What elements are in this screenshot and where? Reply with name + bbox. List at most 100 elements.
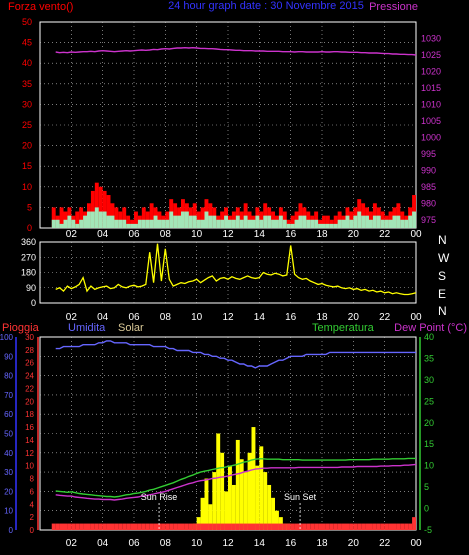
solar-bar xyxy=(271,497,275,530)
temperature-y-tick: 10 xyxy=(424,461,434,471)
wind-panel-x-tick: 08 xyxy=(160,229,172,240)
direction-y-tick: 180 xyxy=(21,268,36,278)
wind-bar xyxy=(122,207,127,228)
rain-y-tick: 20 xyxy=(25,397,34,406)
rain-bar xyxy=(208,523,213,530)
rain-bar xyxy=(329,523,334,530)
wind-bar xyxy=(126,215,131,228)
wind-panel-x-tick: 22 xyxy=(379,229,391,240)
rain-bar xyxy=(94,523,99,530)
rain-bar xyxy=(90,523,95,530)
chart-title: 24 hour graph date : 30 Novembre 2015 xyxy=(168,0,364,12)
wind-avg-bar xyxy=(365,215,369,228)
rain-bar xyxy=(196,523,201,530)
wind-avg-bar xyxy=(278,215,283,228)
rain-bar xyxy=(145,523,150,530)
rain-bar xyxy=(365,523,369,530)
rain-bar xyxy=(200,523,205,530)
wind-avg-bar xyxy=(196,219,201,228)
humidity-y-tick: 0 xyxy=(9,526,14,535)
rain-bar xyxy=(361,523,366,530)
rain-bar xyxy=(188,523,193,530)
rain-bar xyxy=(369,523,373,530)
sun-marker-label: Sun Rise xyxy=(141,492,178,502)
rain-bar xyxy=(333,523,338,530)
wind-avg-bar xyxy=(396,215,401,228)
rain-bar xyxy=(71,523,76,530)
wind-avg-bar xyxy=(79,219,84,228)
direction-panel-x-tick: 08 xyxy=(160,312,172,323)
rain-bar xyxy=(173,523,178,530)
direction-y-tick: 90 xyxy=(26,283,36,293)
wind-avg-bar xyxy=(369,219,373,228)
rain-y-tick: 10 xyxy=(25,462,34,471)
climate-panel-x-tick: 20 xyxy=(348,538,360,549)
humidity-y-tick: 10 xyxy=(4,507,13,516)
rain-bar xyxy=(63,523,68,530)
rain-bar xyxy=(181,523,185,530)
temperature-axis-label: Temperatura xyxy=(312,322,375,334)
humidity-line xyxy=(55,340,416,369)
sun-marker-label: Sun Set xyxy=(284,492,317,502)
wind-bar xyxy=(333,215,338,228)
humidity-y-tick: 100 xyxy=(0,333,14,342)
pressure-y-tick: 1010 xyxy=(421,99,441,109)
wind-y-tick: 25 xyxy=(22,120,32,130)
wind-bar xyxy=(412,195,416,228)
humidity-y-tick: 40 xyxy=(4,449,13,458)
wind-avg-bar xyxy=(384,219,389,228)
rain-bar xyxy=(337,523,342,530)
rain-bar xyxy=(220,523,225,530)
wind-bar xyxy=(114,207,119,228)
wind-avg-bar xyxy=(345,215,350,228)
pressure-y-tick: 985 xyxy=(421,182,436,192)
rain-axis-label: Pioggia xyxy=(2,322,40,334)
rain-bar xyxy=(169,523,174,530)
direction-panel-x-tick: 06 xyxy=(128,312,140,323)
rain-y-tick: 12 xyxy=(25,449,34,458)
rain-bar xyxy=(314,523,319,530)
rain-bar xyxy=(192,523,197,530)
wind-avg-bar xyxy=(388,219,393,228)
rain-y-tick: 14 xyxy=(25,436,34,445)
solar-bar xyxy=(200,497,205,530)
rain-bar xyxy=(55,523,60,530)
rain-bar xyxy=(239,523,244,530)
wind-avg-bar xyxy=(357,211,362,228)
rain-bar xyxy=(396,523,401,530)
wind-avg-bar xyxy=(87,211,91,228)
temperature-y-tick: 5 xyxy=(424,482,429,492)
wind-avg-bar xyxy=(169,211,174,228)
rain-y-tick: 8 xyxy=(30,475,35,484)
temperature-y-tick: 20 xyxy=(424,418,434,428)
rain-bar xyxy=(306,523,311,530)
rain-bar xyxy=(157,523,162,530)
climate-panel-x-tick: 02 xyxy=(66,538,78,549)
rain-y-tick: 18 xyxy=(25,410,34,419)
rain-y-tick: 4 xyxy=(30,500,35,509)
solar-bar xyxy=(251,427,256,530)
wind-panel-x-tick: 20 xyxy=(348,229,360,240)
rain-bar xyxy=(267,523,272,530)
wind-avg-bar xyxy=(271,219,275,228)
wind-avg-bar xyxy=(247,219,252,228)
wind-bar xyxy=(51,207,56,228)
wind-avg-bar xyxy=(177,215,181,228)
wind-avg-bar xyxy=(55,219,60,228)
pressure-y-tick: 980 xyxy=(421,198,436,208)
direction-panel-x-tick: 16 xyxy=(285,312,297,323)
wind-avg-bar xyxy=(255,215,260,228)
wind-y-tick: 35 xyxy=(22,79,32,89)
wind-avg-bar xyxy=(188,215,193,228)
wind-avg-bar xyxy=(126,223,131,228)
wind-bar xyxy=(106,195,111,228)
rain-bar xyxy=(212,523,217,530)
temperature-y-tick: 35 xyxy=(424,353,434,363)
rain-bar xyxy=(408,523,413,530)
rain-bar xyxy=(302,523,307,530)
rain-bar xyxy=(247,523,252,530)
rain-bar xyxy=(224,523,228,530)
wind-avg-bar xyxy=(67,215,72,228)
rain-bar xyxy=(282,523,287,530)
